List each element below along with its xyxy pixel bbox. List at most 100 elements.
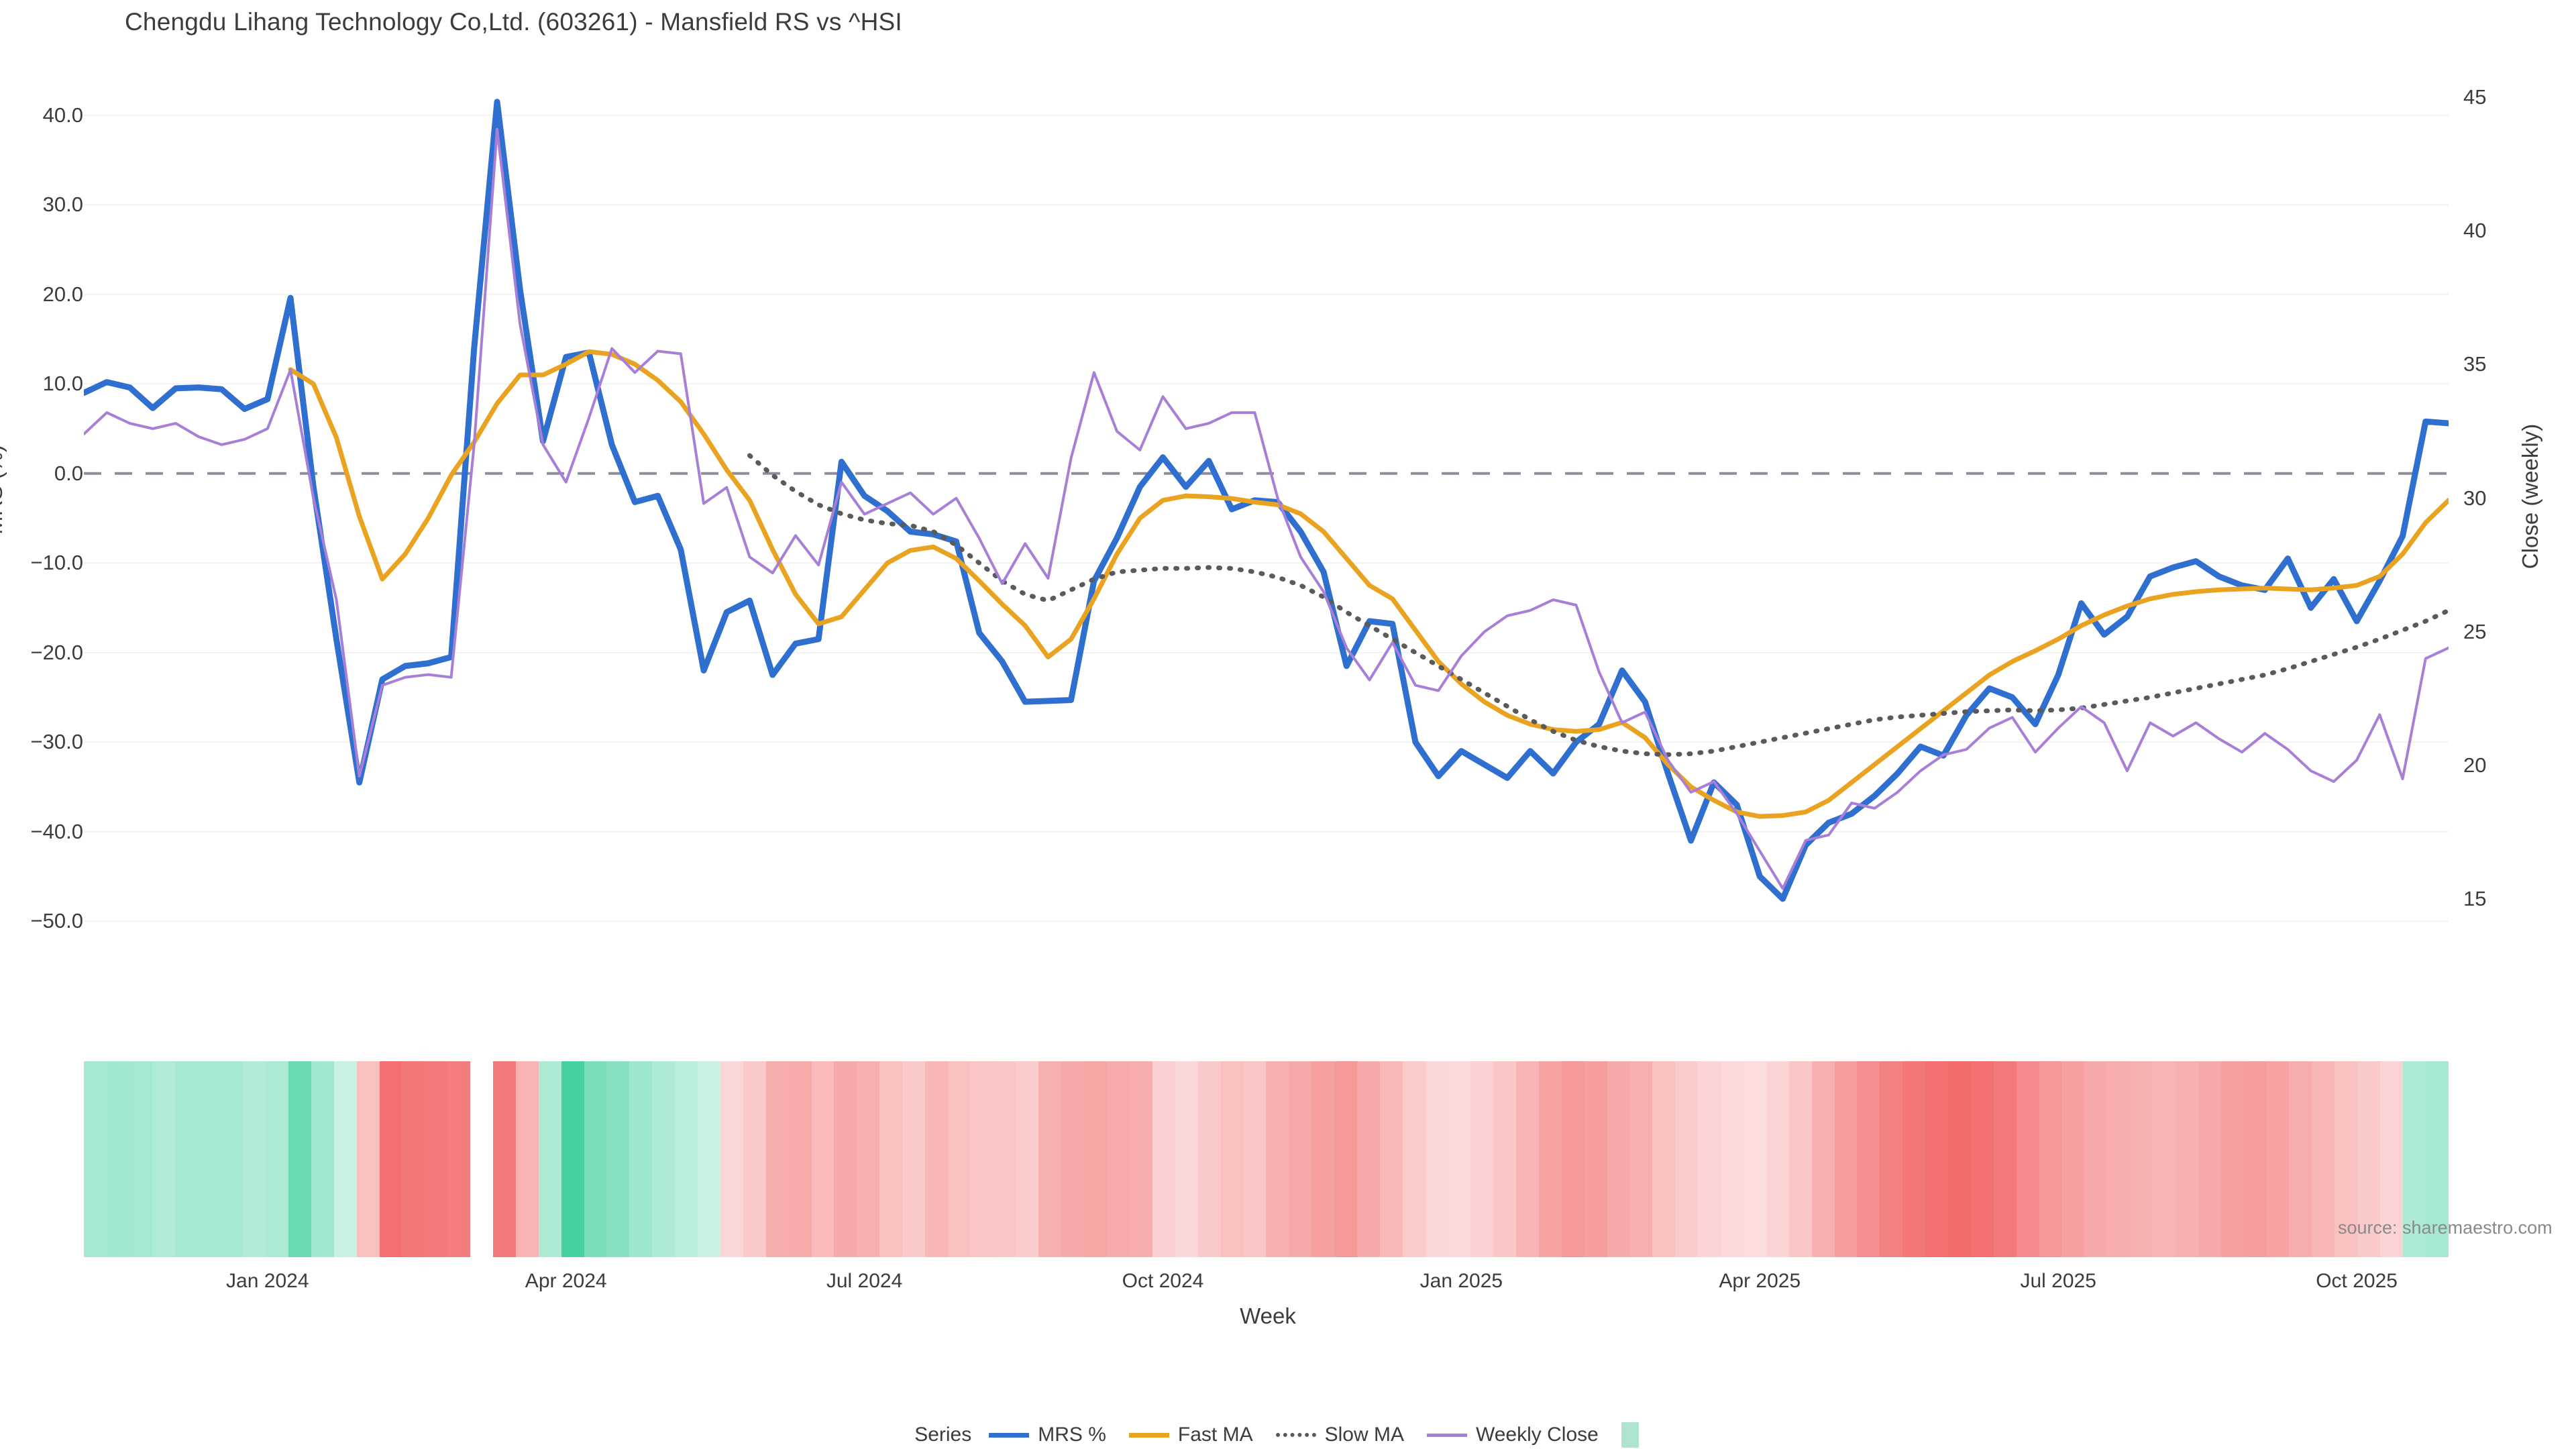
heatmap-cell [698,1061,720,1257]
heatmap-cell [84,1061,107,1257]
legend-swatch [1426,1433,1467,1437]
heatmap-cell [1788,1061,1812,1257]
heatmap-cell [1970,1061,1994,1257]
heatmap-cell [402,1061,425,1257]
heatmap-cell [311,1061,334,1257]
series-line-slow-ma [747,453,2449,757]
y-axis-right-tick: 25 [2463,619,2487,643]
x-axis-tick: Apr 2025 [1719,1270,1801,1292]
heatmap-cell [1834,1061,1858,1257]
heatmap-cell [1425,1061,1448,1257]
x-axis-tick: Oct 2025 [2316,1270,2398,1292]
heatmap-cell [2084,1061,2108,1257]
heatmap-cell [106,1061,129,1257]
heatmap-cell [1516,1061,1539,1257]
legend-swatch [1275,1433,1316,1437]
heatmap-cell [493,1061,516,1257]
heatmap-cell [1857,1061,1880,1257]
heatmap-cell [1539,1061,1562,1257]
heatmap-cell [879,1061,903,1257]
legend-item-mrs-[interactable]: MRS % [989,1424,1106,1446]
heatmap-cell [447,1061,471,1257]
heatmap-cell [1607,1061,1630,1257]
heatmap-cell [765,1061,789,1257]
heatmap-cell [1334,1061,1357,1257]
y-axis-left-tick: 20.0 [42,282,83,306]
source-note: source: sharemaestro.com [2338,1218,2553,1238]
legend-item-weekly-close[interactable]: Weekly Close [1426,1424,1599,1446]
legend-item-fast-ma[interactable]: Fast MA [1128,1424,1253,1446]
x-axis-tick: Apr 2024 [525,1270,607,1292]
heatmap-cell [834,1061,857,1257]
heatmap-cell [947,1061,971,1257]
heatmap-cell [1084,1061,1108,1257]
y-axis-right-label: Close (weekly) [2518,423,2542,570]
y-axis-right-tick: 20 [2463,753,2487,777]
heatmap-cell [2379,1061,2403,1257]
y-axis-left-tick: −10.0 [30,551,83,575]
legend-label: MRS % [1038,1424,1106,1446]
heatmap-cell [1948,1061,1971,1257]
heatmap-cell [902,1061,925,1257]
heatmap-cell [1993,1061,2017,1257]
heatmap-cell [1629,1061,1653,1257]
heatmap-cell [1038,1061,1062,1257]
heatmap-cell [1448,1061,1471,1257]
heatmap-cell [1698,1061,1721,1257]
y-axis-left-tick: 30.0 [42,193,83,217]
heatmap-cell [1675,1061,1699,1257]
heatmap-cell [1470,1061,1494,1257]
legend-item-slow-ma[interactable]: Slow MA [1275,1424,1404,1446]
heatmap-cell [2130,1061,2153,1257]
y-axis-left-tick: 0.0 [54,461,83,485]
heatmap-cell [924,1061,948,1257]
heatmap-cell [743,1061,766,1257]
legend-title: Series [914,1424,972,1446]
mrs-heatmap-strip [84,1061,2449,1257]
heatmap-cell [1016,1061,1039,1257]
heatmap-cell [1289,1061,1312,1257]
heatmap-cell [2175,1061,2198,1257]
legend-swatch [1128,1432,1169,1438]
heatmap-cell [993,1061,1016,1257]
heatmap-cell [652,1061,676,1257]
heatmap-cell [1902,1061,1926,1257]
heatmap-cell [2402,1061,2426,1257]
heatmap-cell [470,1061,494,1257]
heatmap-cell [174,1061,198,1257]
heatmap-cell [1652,1061,1676,1257]
heatmap-cell [1129,1061,1152,1257]
heatmap-cell [2198,1061,2221,1257]
y-axis-right-tick: 30 [2463,486,2487,510]
heatmap-cell [970,1061,994,1257]
heatmap-cell [1402,1061,1426,1257]
page-title: Chengdu Lihang Technology Co,Ltd. (60326… [125,8,902,36]
heatmap-cell [788,1061,812,1257]
x-axis-tick: Jan 2024 [226,1270,309,1292]
heatmap-cell [379,1061,402,1257]
x-axis-tick: Oct 2024 [1122,1270,1204,1292]
y-axis-left-tick: −20.0 [30,640,83,664]
y-axis-right-tick: 45 [2463,85,2487,109]
heatmap-cell [2334,1061,2358,1257]
heatmap-cell [1243,1061,1267,1257]
heatmap-cell [2220,1061,2244,1257]
heatmap-cell [2243,1061,2267,1257]
heatmap-cell [1584,1061,1607,1257]
heatmap-cell [2312,1061,2335,1257]
heatmap-cell [1721,1061,1744,1257]
heatmap-cell [1220,1061,1244,1257]
x-axis-label: Week [1240,1303,1296,1328]
heatmap-cell [1766,1061,1789,1257]
y-axis-left-label: MRS (%) [0,445,7,535]
heatmap-cell [152,1061,175,1257]
heatmap-cell [1197,1061,1221,1257]
heatmap-cell [243,1061,266,1257]
heatmap-cell [675,1061,698,1257]
legend-item-regime-swatch[interactable] [1621,1422,1639,1448]
heatmap-cell [333,1061,357,1257]
y-axis-left-tick: −50.0 [30,909,83,933]
heatmap-cell [811,1061,835,1257]
heatmap-cell [1107,1061,1130,1257]
